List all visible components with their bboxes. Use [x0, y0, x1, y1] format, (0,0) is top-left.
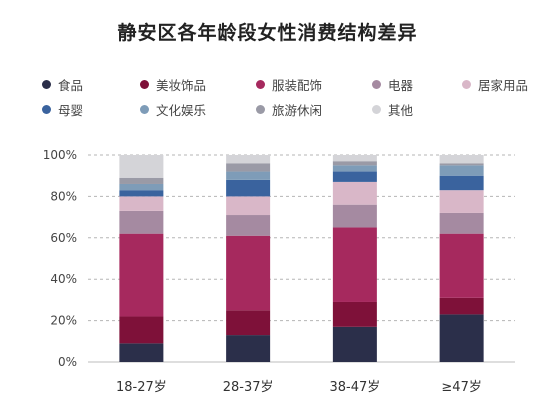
legend-label: 电器 — [388, 78, 414, 93]
bar-segment — [332, 181, 377, 205]
legend-label: 服装配饰 — [272, 78, 323, 93]
y-tick-label: 100% — [43, 148, 77, 162]
legend-swatch — [256, 80, 265, 89]
bar-segment — [119, 196, 164, 211]
bar-segment — [226, 215, 271, 236]
legend-label: 居家用品 — [478, 78, 529, 93]
legend-item: 服装配饰 — [256, 75, 322, 94]
legend-item: 食品 — [42, 75, 83, 94]
bar-segment — [332, 165, 377, 172]
bar-segment — [119, 177, 164, 184]
legend-label: 文化娱乐 — [156, 103, 207, 118]
bar-segment — [439, 175, 484, 191]
bar-segment — [332, 326, 377, 362]
bar-segment — [226, 155, 271, 164]
y-tick-label: 20% — [50, 314, 77, 328]
legend-item: 美妆饰品 — [140, 75, 206, 94]
bar-segment — [439, 233, 484, 298]
legend-label: 母婴 — [58, 103, 84, 118]
bar-segment — [119, 155, 164, 178]
legend-label: 美妆饰品 — [156, 78, 207, 93]
legend-swatch — [140, 80, 149, 89]
legend-item: 文化娱乐 — [140, 100, 206, 119]
legend-swatch — [372, 80, 381, 89]
legend-item: 居家用品 — [462, 75, 528, 94]
bar-segment — [439, 163, 484, 166]
bar-segment — [332, 227, 377, 302]
chart-title: 静安区各年龄段女性消费结构差异 — [117, 22, 418, 44]
bar-segment — [226, 163, 271, 172]
bar-segment — [119, 233, 164, 317]
legend-item: 母婴 — [42, 100, 83, 119]
legend-item: 电器 — [372, 75, 413, 94]
legend-swatch — [42, 80, 51, 89]
bar-segment — [439, 155, 484, 164]
legend-label: 其他 — [388, 103, 414, 118]
legend-swatch — [462, 80, 471, 89]
legend-label: 旅游休闲 — [272, 103, 323, 118]
legend-swatch — [372, 105, 381, 114]
bar-segment — [119, 210, 164, 234]
bar-segment — [226, 335, 271, 362]
bar-segment — [332, 204, 377, 228]
bar-segment — [439, 165, 484, 176]
y-tick-label: 80% — [50, 189, 77, 203]
bar-segment — [119, 190, 164, 197]
bar-segment — [226, 235, 271, 311]
legend-item: 旅游休闲 — [256, 100, 322, 119]
x-category-label: 28-37岁 — [223, 380, 274, 395]
y-tick-label: 0% — [58, 355, 77, 369]
bar-segment — [119, 343, 164, 362]
bar-segment — [332, 155, 377, 162]
y-tick-label: 40% — [50, 272, 77, 286]
y-tick-label: 60% — [50, 231, 77, 245]
bar-segment — [439, 297, 484, 315]
bar-segment — [226, 310, 271, 336]
x-category-label: 38-47岁 — [329, 380, 380, 395]
bar-segment — [119, 316, 164, 344]
bar-segment — [226, 179, 271, 197]
bar-segment — [439, 190, 484, 213]
legend-swatch — [140, 105, 149, 114]
x-category-label: 18-27岁 — [116, 380, 167, 395]
legend-item: 其他 — [372, 100, 413, 119]
bar-segment — [332, 301, 377, 327]
bar-segment — [439, 212, 484, 234]
bar-segment — [332, 161, 377, 166]
legend-swatch — [256, 105, 265, 114]
x-category-label: ≥47岁 — [441, 380, 481, 395]
legend-label: 食品 — [58, 78, 84, 93]
bar-segment — [439, 314, 484, 362]
legend-swatch — [42, 105, 51, 114]
bar-segment — [119, 183, 164, 191]
bar-segment — [226, 196, 271, 216]
bar-segment — [226, 171, 271, 180]
bar-segment — [332, 171, 377, 182]
